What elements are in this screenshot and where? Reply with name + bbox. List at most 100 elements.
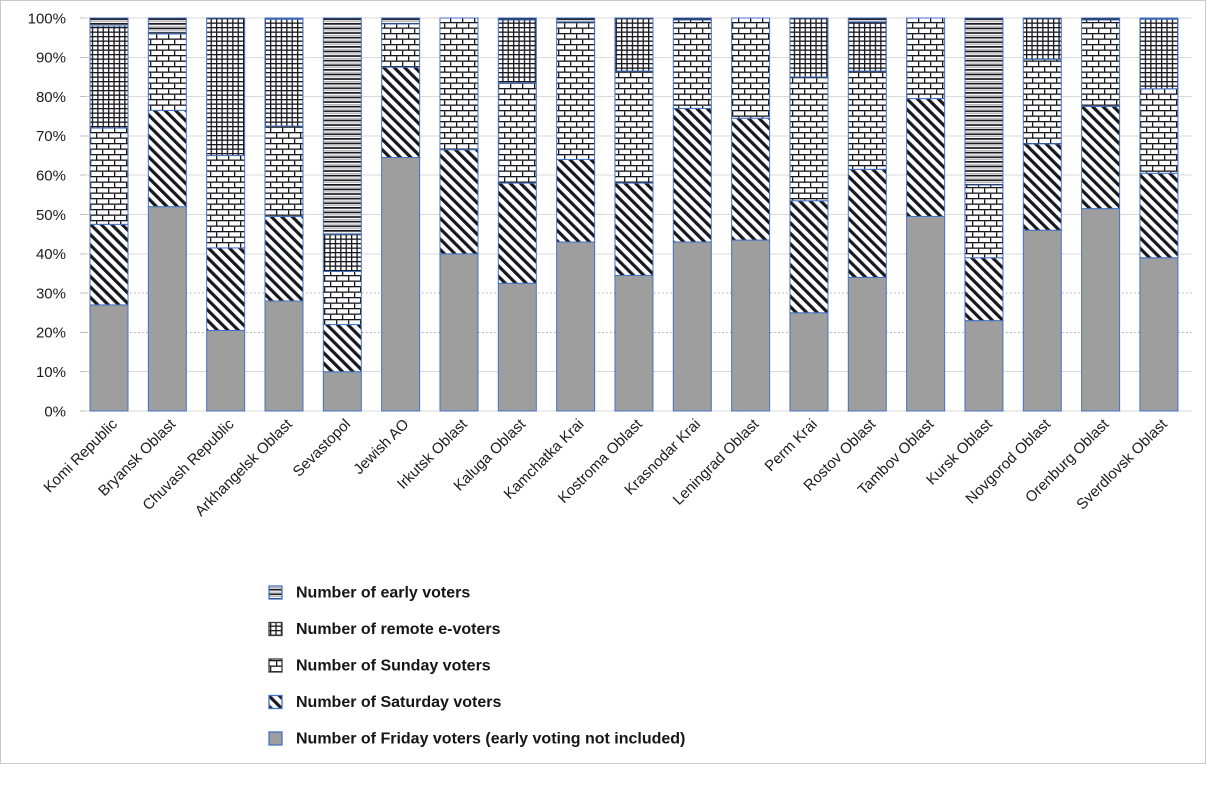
bar-segment xyxy=(556,158,596,243)
bar-segment xyxy=(789,76,829,202)
bar-segment xyxy=(1139,88,1179,174)
bar-segment xyxy=(1022,17,1062,60)
bar-segment xyxy=(1081,105,1121,210)
bar-segment xyxy=(497,19,537,84)
bar-segment xyxy=(439,17,479,151)
legend-swatch-small-grid xyxy=(268,621,283,637)
bar-segment xyxy=(731,17,771,119)
bar-segment xyxy=(964,320,1004,412)
y-tick-label: 70% xyxy=(36,128,66,145)
bar-segment xyxy=(789,312,829,412)
bar-segment xyxy=(556,21,596,160)
bar-segment xyxy=(89,17,129,27)
bar-segment xyxy=(497,17,537,21)
legend: Number of early voters Number of remote e… xyxy=(268,585,685,748)
bar-segment xyxy=(147,206,187,412)
bar-segment xyxy=(672,107,712,243)
chart-border xyxy=(0,0,1206,764)
bar-segment xyxy=(556,17,596,23)
legend-item: Number of Sunday voters xyxy=(268,658,491,675)
bar-segment xyxy=(847,17,887,23)
bar-segment xyxy=(731,117,771,241)
y-tick-label: 60% xyxy=(36,168,66,185)
bar-segment xyxy=(614,17,654,72)
bar-segment xyxy=(439,149,479,255)
bar-segment xyxy=(1139,18,1179,90)
bar-segment xyxy=(847,276,887,412)
bar-segment xyxy=(731,239,771,412)
bar-segment xyxy=(964,257,1004,322)
bar-segment xyxy=(206,329,246,412)
bar-segment xyxy=(1139,257,1179,412)
bar-segment xyxy=(497,182,537,284)
bar-segment xyxy=(264,125,304,217)
legend-label: Number of remote e-voters xyxy=(296,621,501,638)
bar-segment xyxy=(964,184,1004,259)
bar-segment xyxy=(614,274,654,412)
bar-segment xyxy=(672,19,712,109)
bar-segment xyxy=(497,82,537,184)
bar-segment xyxy=(322,324,362,373)
y-tick-label: 10% xyxy=(36,364,66,381)
bar-segment xyxy=(789,17,829,78)
bar-segment xyxy=(264,300,304,412)
bar-segment xyxy=(847,70,887,170)
bar-segment xyxy=(672,241,712,412)
legend-item: Number of early voters xyxy=(268,585,470,602)
bar-segment xyxy=(1022,143,1062,231)
y-axis: 0% 10% 20% 30% 40% 50% 60% 70% 80% 90% 100% xyxy=(28,10,66,420)
bar-segment xyxy=(964,17,1004,186)
bar-segment xyxy=(497,282,537,412)
bar-segment xyxy=(1081,17,1121,21)
bar-segment xyxy=(322,17,362,235)
bar-segment xyxy=(147,33,187,111)
bar-segment xyxy=(906,17,946,100)
bar-segment xyxy=(847,21,887,72)
bar-segment xyxy=(322,371,362,412)
bar-segment xyxy=(89,127,129,225)
legend-label: Number of Sunday voters xyxy=(296,658,491,675)
y-tick-label: 90% xyxy=(36,50,66,67)
y-tick-label: 0% xyxy=(44,403,66,420)
bar-segment xyxy=(206,155,246,249)
legend-item: Number of Friday voters (early voting no… xyxy=(268,731,685,748)
y-tick-label: 100% xyxy=(28,10,66,27)
y-tick-label: 80% xyxy=(36,89,66,106)
bar-segment xyxy=(672,17,712,21)
bar-segment xyxy=(1139,172,1179,259)
y-tick-label: 40% xyxy=(36,246,66,263)
legend-label: Number of early voters xyxy=(296,585,470,602)
bar-segment xyxy=(89,223,129,306)
legend-item: Number of Saturday voters xyxy=(268,694,501,711)
bar-segment xyxy=(847,168,887,278)
y-tick-label: 30% xyxy=(36,285,66,302)
bar-segment xyxy=(264,17,304,20)
legend-swatch-diagonal-stripes xyxy=(268,694,283,710)
bar-segment xyxy=(381,66,421,159)
legend-item: Number of remote e-voters xyxy=(268,621,501,638)
bar-segment xyxy=(206,17,246,157)
bar-segment xyxy=(556,241,596,412)
bar-segment xyxy=(906,98,946,217)
bars xyxy=(89,17,1179,412)
chart-outline xyxy=(0,0,1206,764)
bar-segment xyxy=(381,23,421,68)
legend-swatch-horizontal-lines xyxy=(268,585,283,600)
bar-segment xyxy=(1022,229,1062,412)
legend-label: Number of Friday voters (early voting no… xyxy=(296,731,685,748)
bar-segment xyxy=(614,182,654,276)
bar-segment xyxy=(1022,58,1062,145)
legend-swatch-solid-gray xyxy=(268,731,283,746)
bar-segment xyxy=(89,304,129,412)
bar-segment xyxy=(147,109,187,208)
bar-segment xyxy=(1081,19,1121,107)
bar-segment xyxy=(89,25,129,129)
y-tick-label: 20% xyxy=(36,325,66,342)
bar-segment xyxy=(264,215,304,302)
bar-segment xyxy=(322,270,362,326)
bar-segment xyxy=(322,233,362,272)
legend-swatch-brick xyxy=(268,658,283,673)
bar-segment xyxy=(789,200,829,314)
bar-segment xyxy=(439,253,479,412)
